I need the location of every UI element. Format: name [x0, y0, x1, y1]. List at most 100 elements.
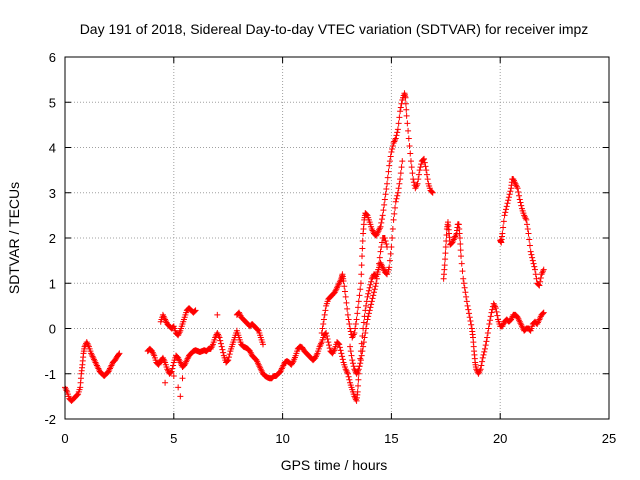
data-point-track-b	[377, 223, 384, 230]
data-point-track-a	[218, 343, 225, 350]
data-point-track-e	[524, 221, 531, 228]
data-point-track-b	[358, 262, 365, 269]
data-point-track-c	[378, 239, 385, 246]
data-point-track-b	[416, 167, 423, 174]
data-point-track-b	[341, 283, 348, 290]
data-point-track-a	[355, 376, 362, 383]
data-point-track-b	[382, 191, 389, 198]
data-point-outliers	[179, 375, 186, 382]
data-point-track-e	[515, 188, 522, 195]
data-point-track-d	[464, 302, 471, 309]
data-point-track-c	[363, 320, 370, 327]
data-point-track-d	[466, 314, 473, 321]
data-point-track-a	[344, 370, 351, 377]
data-point-track-b	[402, 94, 409, 101]
data-point-track-b	[404, 120, 411, 127]
data-point-track-a	[389, 235, 396, 241]
data-point-track-b	[346, 320, 353, 327]
data-point-track-b	[417, 164, 424, 171]
data-point-track-e	[504, 200, 511, 207]
data-point-track-b	[392, 136, 399, 143]
data-point-track-d	[466, 310, 473, 317]
y-tick-label: 3	[49, 186, 56, 201]
data-point-track-b	[403, 112, 410, 119]
data-point-track-b	[422, 163, 429, 170]
data-point-track-d	[486, 320, 493, 327]
data-point-track-e	[529, 257, 536, 264]
data-point-track-e	[499, 230, 506, 237]
data-point-track-b	[347, 328, 354, 335]
data-point-track-d	[456, 235, 463, 241]
data-point-track-c	[365, 310, 372, 317]
data-point-track-d	[478, 362, 485, 369]
data-point-track-a	[363, 298, 370, 305]
data-point-track-a	[393, 195, 400, 202]
y-axis-label: SDTVAR / TECUs	[6, 182, 22, 294]
data-point-track-b	[321, 311, 328, 318]
x-tick-label: 25	[602, 431, 616, 446]
data-point-track-b	[428, 188, 435, 195]
y-tick-label: 6	[49, 50, 56, 65]
data-point-track-a	[335, 340, 342, 347]
data-point-track-b	[418, 161, 425, 168]
data-point-track-e	[502, 209, 509, 216]
data-point-track-e	[507, 188, 514, 195]
y-axis-ticks: -2 -1 0 1 2 3 4 5 6	[44, 50, 609, 427]
data-point-track-a	[168, 368, 175, 375]
data-point-track-b	[381, 201, 388, 208]
data-point-track-b	[379, 212, 386, 219]
data-point-track-e	[500, 218, 507, 225]
data-point-track-b	[396, 114, 403, 121]
data-point-track-d	[465, 306, 472, 313]
data-point-track-d	[484, 334, 491, 341]
data-point-track-b	[395, 120, 402, 127]
x-tick-label: 5	[170, 431, 177, 446]
data-point-track-b	[358, 271, 365, 278]
data-point-track-a	[397, 170, 404, 177]
data-point-track-a	[318, 340, 325, 347]
data-point-track-a	[217, 340, 224, 347]
y-tick-label: 0	[49, 322, 56, 337]
data-point-track-e	[500, 224, 507, 231]
plot-frame	[64, 56, 610, 420]
data-point-track-d	[462, 289, 469, 296]
data-point-outliers	[214, 311, 221, 318]
data-point-track-d	[457, 247, 464, 254]
data-point-track-e	[539, 268, 546, 275]
data-point-track-a	[225, 357, 232, 364]
data-point-track-a	[224, 357, 231, 364]
x-tick-label: 10	[275, 431, 289, 446]
data-point-track-c	[370, 289, 377, 296]
data-point-track-e	[518, 202, 525, 209]
data-point-track-d	[489, 306, 496, 313]
data-point-track-b	[383, 185, 390, 192]
data-point-track-c	[378, 244, 385, 251]
data-point-track-d	[468, 321, 475, 328]
data-point-track-c	[360, 339, 367, 346]
data-point-track-e	[531, 263, 538, 270]
data-point-outliers	[162, 379, 169, 386]
data-point-track-e	[532, 271, 539, 278]
data-point-track-c	[376, 260, 383, 267]
data-point-track-b	[356, 292, 363, 299]
data-point-track-b	[391, 138, 398, 145]
grid-lines	[65, 57, 609, 419]
data-point-track-b	[424, 176, 431, 183]
data-point-track-d	[539, 310, 546, 317]
data-point-track-e	[532, 266, 539, 273]
data-point-track-d	[485, 325, 492, 332]
data-point-track-b	[359, 253, 366, 260]
data-point-outliers	[175, 384, 182, 391]
data-point-track-b	[319, 325, 326, 332]
data-point-track-b	[322, 307, 329, 314]
data-point-track-a	[324, 336, 331, 343]
data-point-track-b	[387, 153, 394, 160]
data-point-track-c	[350, 363, 357, 370]
data-point-track-b	[386, 162, 393, 169]
data-point-track-c	[364, 316, 371, 323]
data-point-track-d	[477, 366, 484, 373]
data-point-track-b	[344, 311, 351, 318]
data-point-track-c	[363, 325, 370, 332]
data-point-track-d	[441, 262, 448, 269]
data-point-track-b	[359, 238, 366, 245]
